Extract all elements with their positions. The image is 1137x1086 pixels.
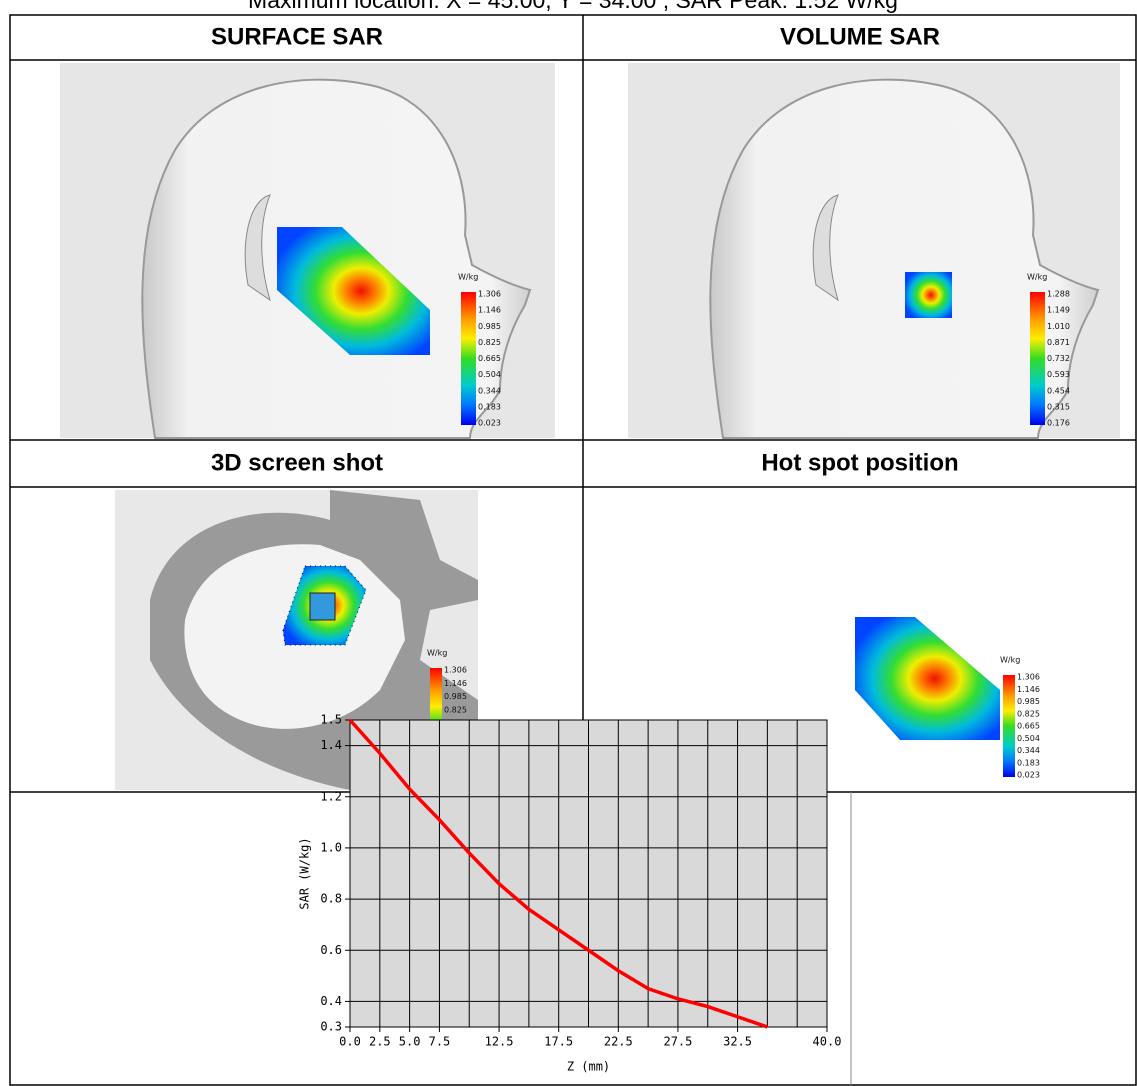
- colorbar-label: 0.825: [478, 338, 501, 347]
- colorbar-label: 0.985: [1017, 697, 1040, 706]
- x-tick-label: 2.5: [369, 1035, 391, 1049]
- hotspot-image: [855, 617, 1000, 740]
- y-tick-label: 1.4: [320, 738, 342, 752]
- colorbar-label: 0.023: [478, 419, 501, 428]
- panel-title: VOLUME SAR: [780, 23, 940, 50]
- colorbar-label: 0.825: [444, 705, 467, 714]
- colorbar-label: 0.183: [1017, 758, 1040, 767]
- x-tick-label: 17.5: [544, 1035, 573, 1049]
- panel-title: SURFACE SAR: [211, 23, 383, 50]
- colorbar-label: 1.146: [1017, 685, 1040, 694]
- colorbar-label: 0.183: [478, 402, 501, 411]
- colorbar-label: 0.985: [444, 692, 467, 701]
- colorbar-label: 1.306: [1017, 673, 1040, 682]
- colorbar-label: 0.504: [1017, 734, 1040, 743]
- panel-title: 3D screen shot: [211, 449, 383, 476]
- panel-title: Hot spot position: [761, 449, 958, 476]
- y-tick-label: 1.2: [320, 789, 342, 803]
- colorbar-label: 0.176: [1047, 419, 1070, 428]
- colorbar-label: 1.306: [444, 666, 467, 675]
- y-tick-label: 0.6: [320, 943, 342, 957]
- x-tick-label: 40.0: [813, 1035, 842, 1049]
- volume-image: [628, 63, 1120, 439]
- colorbar-label: 0.315: [1047, 402, 1070, 411]
- y-tick-label: 1.0: [320, 840, 342, 854]
- x-tick-label: 22.5: [604, 1035, 633, 1049]
- header: Maximum location: X = 45.00, Y = 34.00 ;…: [248, 0, 898, 13]
- y-tick-label: 0.4: [320, 994, 342, 1008]
- x-tick-label: 27.5: [663, 1035, 692, 1049]
- data-line: [348, 718, 768, 1029]
- colorbar-label: 0.344: [1017, 746, 1040, 755]
- colorbar: [1030, 292, 1045, 425]
- colorbar-unit: W/kg: [1000, 656, 1020, 665]
- colorbar-label: 0.344: [478, 386, 501, 395]
- y-tick-label: 0.3: [320, 1020, 342, 1034]
- y-axis-label: SAR (W/kg): [298, 837, 312, 909]
- x-tick-label: 12.5: [485, 1035, 514, 1049]
- colorbar-label: 1.306: [478, 290, 501, 299]
- colorbar-label: 1.146: [444, 679, 467, 688]
- colorbar-label: 0.593: [1047, 370, 1070, 379]
- x-tick-label: 32.5: [723, 1035, 752, 1049]
- x-tick-label: 7.5: [429, 1035, 451, 1049]
- colorbar-label: 1.149: [1047, 306, 1070, 315]
- colorbar-label: 1.010: [1047, 322, 1070, 331]
- colorbar-unit: W/kg: [1027, 273, 1047, 282]
- colorbar-label: 0.732: [1047, 354, 1070, 363]
- colorbar-label: 0.454: [1047, 386, 1070, 395]
- colorbar-label: 0.665: [478, 354, 501, 363]
- colorbar-unit: W/kg: [427, 649, 447, 658]
- colorbar: [461, 292, 476, 425]
- y-tick-label: 1.5: [320, 713, 342, 727]
- x-tick-label: 0.0: [339, 1035, 361, 1049]
- colorbar-label: 0.825: [1017, 709, 1040, 718]
- colorbar-label: 0.985: [478, 322, 501, 331]
- colorbar-unit: W/kg: [458, 273, 478, 282]
- colorbar-label: 0.023: [1017, 771, 1040, 780]
- x-tick-label: 5.0: [399, 1035, 421, 1049]
- x-axis-label: Z (mm): [567, 1060, 610, 1074]
- colorbar-label: 0.665: [1017, 722, 1040, 731]
- y-tick-label: 0.8: [320, 892, 342, 906]
- colorbar: [1003, 675, 1015, 777]
- surface-image: [60, 63, 555, 439]
- colorbar-label: 1.288: [1047, 290, 1070, 299]
- colorbar-label: 0.871: [1047, 338, 1070, 347]
- colorbar-label: 0.504: [478, 370, 501, 379]
- colorbar-label: 1.146: [478, 306, 501, 315]
